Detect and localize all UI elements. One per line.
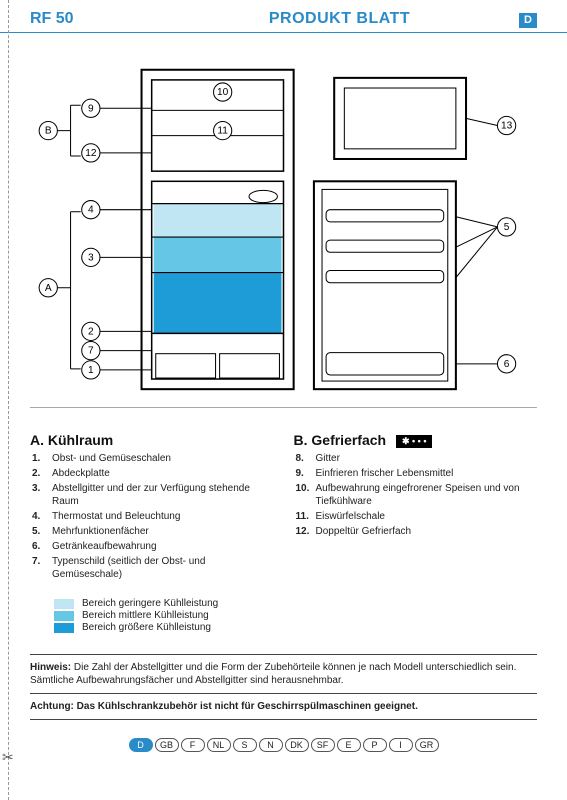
section-a: A. Kühlraum 1.Obst- und Gemüseschalen2.A… xyxy=(30,426,274,583)
lang-pill-e[interactable]: E xyxy=(337,738,361,752)
list-item: 6.Getränkeaufbewahrung xyxy=(52,540,274,553)
item-number: 8. xyxy=(296,452,304,465)
item-text: Abdeckplatte xyxy=(52,468,110,479)
lang-pill-i[interactable]: I xyxy=(389,738,413,752)
section-b-list: 8.Gitter9.Einfrieren frischer Lebensmitt… xyxy=(294,452,538,538)
svg-text:4: 4 xyxy=(88,205,94,216)
item-number: 11. xyxy=(296,510,309,523)
section-a-heading: A. Kühlraum xyxy=(30,432,274,448)
legend-label: Bereich geringere Kühlleistung xyxy=(82,598,218,609)
list-item: 9.Einfrieren frischer Lebensmittel xyxy=(316,467,538,480)
header: RF 50 PRODUKT BLATT D xyxy=(0,0,567,33)
achtung: Achtung: Das Kühlschrankzubehör ist nich… xyxy=(30,700,537,713)
item-text: Getränkeaufbewahrung xyxy=(52,541,157,552)
item-text: Einfrieren frischer Lebensmittel xyxy=(316,468,454,479)
hinweis: Hinweis: Die Zahl der Abstellgitter und … xyxy=(30,661,537,687)
list-item: 4.Thermostat und Beleuchtung xyxy=(52,510,274,523)
svg-text:13: 13 xyxy=(501,121,513,132)
svg-text:B: B xyxy=(45,126,52,137)
scissors-icon: ✂ xyxy=(2,749,14,766)
item-text: Mehrfunktionenfächer xyxy=(52,526,149,537)
svg-text:6: 6 xyxy=(504,359,510,370)
legend-swatch xyxy=(54,623,74,633)
lang-pill-sf[interactable]: SF xyxy=(311,738,335,752)
svg-text:11: 11 xyxy=(217,126,228,137)
item-text: Aufbewahrung eingefrorener Speisen und v… xyxy=(316,483,520,507)
item-number: 3. xyxy=(32,482,40,495)
legend-row: Bereich mittlere Kühlleistung xyxy=(54,610,537,621)
svg-text:A: A xyxy=(45,283,52,294)
svg-text:3: 3 xyxy=(88,252,94,263)
section-b-heading-text: B. Gefrierfach xyxy=(294,432,387,448)
list-item: 5.Mehrfunktionenfächer xyxy=(52,525,274,538)
lang-pill-s[interactable]: S xyxy=(233,738,257,752)
lang-pill-f[interactable]: F xyxy=(181,738,205,752)
item-text: Obst- und Gemüseschalen xyxy=(52,453,171,464)
lang-pill-n[interactable]: N xyxy=(259,738,283,752)
item-number: 2. xyxy=(32,467,40,480)
cooling-legend: Bereich geringere KühlleistungBereich mi… xyxy=(0,587,567,633)
lang-pill-p[interactable]: P xyxy=(363,738,387,752)
model-number: RF 50 xyxy=(30,10,160,28)
svg-text:2: 2 xyxy=(88,326,94,337)
legend-label: Bereich größere Kühlleistung xyxy=(82,622,211,633)
content-columns: A. Kühlraum 1.Obst- und Gemüseschalen2.A… xyxy=(0,418,567,587)
list-item: 1.Obst- und Gemüseschalen xyxy=(52,452,274,465)
notes: Hinweis: Die Zahl der Abstellgitter und … xyxy=(0,634,567,720)
legend-row: Bereich größere Kühlleistung xyxy=(54,622,537,633)
item-number: 4. xyxy=(32,510,40,523)
item-number: 5. xyxy=(32,525,40,538)
list-item: 12.Doppeltür Gefrierfach xyxy=(316,525,538,538)
lang-pill-d[interactable]: D xyxy=(129,738,153,752)
section-b: B. Gefrierfach ✱ • • • 8.Gitter9.Einfrie… xyxy=(294,426,538,583)
language-row: DGBFNLSNDKSFEPIGR xyxy=(0,726,567,764)
freezer-star-icon: ✱ • • • xyxy=(396,435,433,448)
svg-text:1: 1 xyxy=(88,365,94,376)
cut-line xyxy=(8,0,9,800)
list-item: 8.Gitter xyxy=(316,452,538,465)
diagram-svg: B 9 12 4 3 A 2 7 1 10 11 13 5 6 xyxy=(30,57,537,407)
item-number: 7. xyxy=(32,555,40,568)
list-item: 7.Typenschild (seitlich der Obst- und Ge… xyxy=(52,555,274,581)
svg-text:9: 9 xyxy=(88,103,94,114)
item-number: 12. xyxy=(296,525,310,538)
section-a-list: 1.Obst- und Gemüseschalen2.Abdeckplatte3… xyxy=(30,452,274,581)
legend-swatch xyxy=(54,611,74,621)
svg-text:10: 10 xyxy=(217,87,229,98)
list-item: 3.Abstellgitter und der zur Verfügung st… xyxy=(52,482,274,508)
page: ✂ RF 50 PRODUKT BLATT D B 9 12 4 3 A 2 7 1 10 11 13… xyxy=(0,0,567,800)
item-number: 1. xyxy=(32,452,40,465)
lang-pill-dk[interactable]: DK xyxy=(285,738,309,752)
item-number: 10. xyxy=(296,482,310,495)
section-b-heading: B. Gefrierfach ✱ • • • xyxy=(294,432,538,448)
hinweis-label: Hinweis: xyxy=(30,662,71,673)
item-text: Abstellgitter und der zur Verfügung steh… xyxy=(52,483,250,507)
item-number: 9. xyxy=(296,467,304,480)
list-item: 11.Eiswürfelschale xyxy=(316,510,538,523)
lang-pill-nl[interactable]: NL xyxy=(207,738,231,752)
legend-swatch xyxy=(54,599,74,609)
lang-pill-gb[interactable]: GB xyxy=(155,738,179,752)
item-text: Thermostat und Beleuchtung xyxy=(52,511,180,522)
item-text: Eiswürfelschale xyxy=(316,511,385,522)
list-item: 2.Abdeckplatte xyxy=(52,467,274,480)
item-text: Gitter xyxy=(316,453,340,464)
legend-label: Bereich mittlere Kühlleistung xyxy=(82,610,209,621)
list-item: 10.Aufbewahrung eingefrorener Speisen un… xyxy=(316,482,538,508)
language-badge: D xyxy=(519,13,537,28)
svg-text:12: 12 xyxy=(85,148,97,159)
legend-row: Bereich geringere Kühlleistung xyxy=(54,598,537,609)
svg-text:7: 7 xyxy=(88,346,94,357)
item-text: Doppeltür Gefrierfach xyxy=(316,526,412,537)
item-number: 6. xyxy=(32,540,40,553)
item-text: Typenschild (seitlich der Obst- und Gemü… xyxy=(52,556,205,580)
hinweis-text: Die Zahl der Abstellgitter und die Form … xyxy=(30,662,516,686)
svg-text:5: 5 xyxy=(504,222,510,233)
page-title: PRODUKT BLATT xyxy=(160,10,519,28)
lang-pill-gr[interactable]: GR xyxy=(415,738,439,752)
product-diagram: B 9 12 4 3 A 2 7 1 10 11 13 5 6 xyxy=(30,57,537,408)
